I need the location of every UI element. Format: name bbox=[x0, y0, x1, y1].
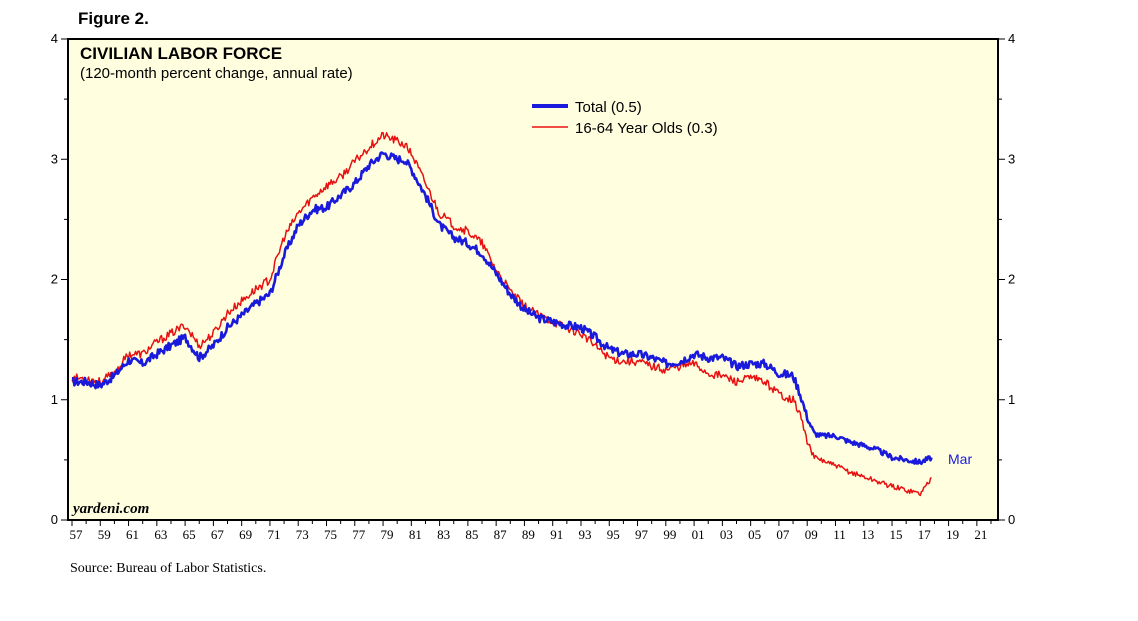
plot-frame bbox=[67, 38, 999, 521]
y-tick-label-right: 2 bbox=[1008, 272, 1015, 287]
x-tick-label: 69 bbox=[239, 527, 252, 542]
x-tick-label: 63 bbox=[154, 527, 167, 542]
x-tick-label: 77 bbox=[352, 527, 366, 542]
legend: Total (0.5) 16-64 Year Olds (0.3) bbox=[532, 99, 718, 137]
watermark: yardeni.com bbox=[71, 501, 149, 517]
x-tick-label: 79 bbox=[381, 527, 394, 542]
x-tick-label: 75 bbox=[324, 527, 337, 542]
x-tick-label: 97 bbox=[635, 527, 649, 542]
x-tick-label: 73 bbox=[296, 527, 309, 542]
y-tick-label-left: 4 bbox=[51, 31, 58, 46]
x-tick-label: 09 bbox=[805, 527, 818, 542]
y-tick-label-right: 3 bbox=[1008, 151, 1015, 166]
x-tick-label: 13 bbox=[861, 527, 874, 542]
x-tick-label: 65 bbox=[183, 527, 196, 542]
x-tick-label: 17 bbox=[918, 527, 932, 542]
x-tick-label: 11 bbox=[833, 527, 846, 542]
y-tick-label-right: 1 bbox=[1008, 392, 1015, 407]
x-tick-label: 89 bbox=[522, 527, 535, 542]
x-tick-label: 87 bbox=[494, 527, 508, 542]
x-tick-label: 71 bbox=[267, 527, 280, 542]
chart-subtitle: (120-month percent change, annual rate) bbox=[80, 65, 353, 82]
y-tick-label-right: 0 bbox=[1008, 512, 1015, 527]
x-tick-label: 61 bbox=[126, 527, 139, 542]
x-tick-label: 57 bbox=[70, 527, 84, 542]
x-tick-label: 03 bbox=[720, 527, 733, 542]
left-y-axis: 0 1 2 3 4 bbox=[51, 31, 68, 527]
x-tick-label: 81 bbox=[409, 527, 422, 542]
y-tick-label-left: 0 bbox=[51, 512, 58, 527]
y-tick-label-left: 2 bbox=[51, 272, 58, 287]
legend-label-16-64: 16-64 Year Olds (0.3) bbox=[575, 120, 718, 137]
series-layer bbox=[71, 131, 933, 497]
x-tick-label: 05 bbox=[748, 527, 761, 542]
y-tick-label-right: 4 bbox=[1008, 31, 1015, 46]
series-line-total bbox=[71, 151, 933, 466]
x-tick-label: 59 bbox=[98, 527, 111, 542]
x-tick-label: 19 bbox=[946, 527, 959, 542]
x-tick-label: 01 bbox=[692, 527, 705, 542]
x-tick-label: 95 bbox=[607, 527, 620, 542]
plot-background bbox=[68, 39, 998, 520]
x-tick-label: 99 bbox=[663, 527, 676, 542]
figure-label: Figure 2. bbox=[78, 9, 149, 28]
x-tick-label: 15 bbox=[890, 527, 903, 542]
chart-title: CIVILIAN LABOR FORCE bbox=[80, 44, 282, 63]
x-tick-label: 67 bbox=[211, 527, 225, 542]
x-tick-label: 85 bbox=[465, 527, 478, 542]
y-tick-label-left: 1 bbox=[51, 392, 58, 407]
x-tick-label: 83 bbox=[437, 527, 450, 542]
x-tick-label: 21 bbox=[974, 527, 987, 542]
x-tick-label: 93 bbox=[578, 527, 591, 542]
x-tick-label: 07 bbox=[776, 527, 790, 542]
x-axis: 57 59 61 63 65 67 69 71 73 75 77 79 81 83 85 87 89 91 93 95… bbox=[70, 520, 992, 542]
x-tick-label: 91 bbox=[550, 527, 563, 542]
series-end-label: Mar bbox=[948, 451, 972, 467]
right-y-axis: 0 1 2 3 4 bbox=[998, 31, 1015, 527]
y-tick-label-left: 3 bbox=[51, 151, 58, 166]
source-note: Source: Bureau of Labor Statistics. bbox=[70, 561, 267, 576]
legend-label-total: Total (0.5) bbox=[575, 99, 642, 116]
